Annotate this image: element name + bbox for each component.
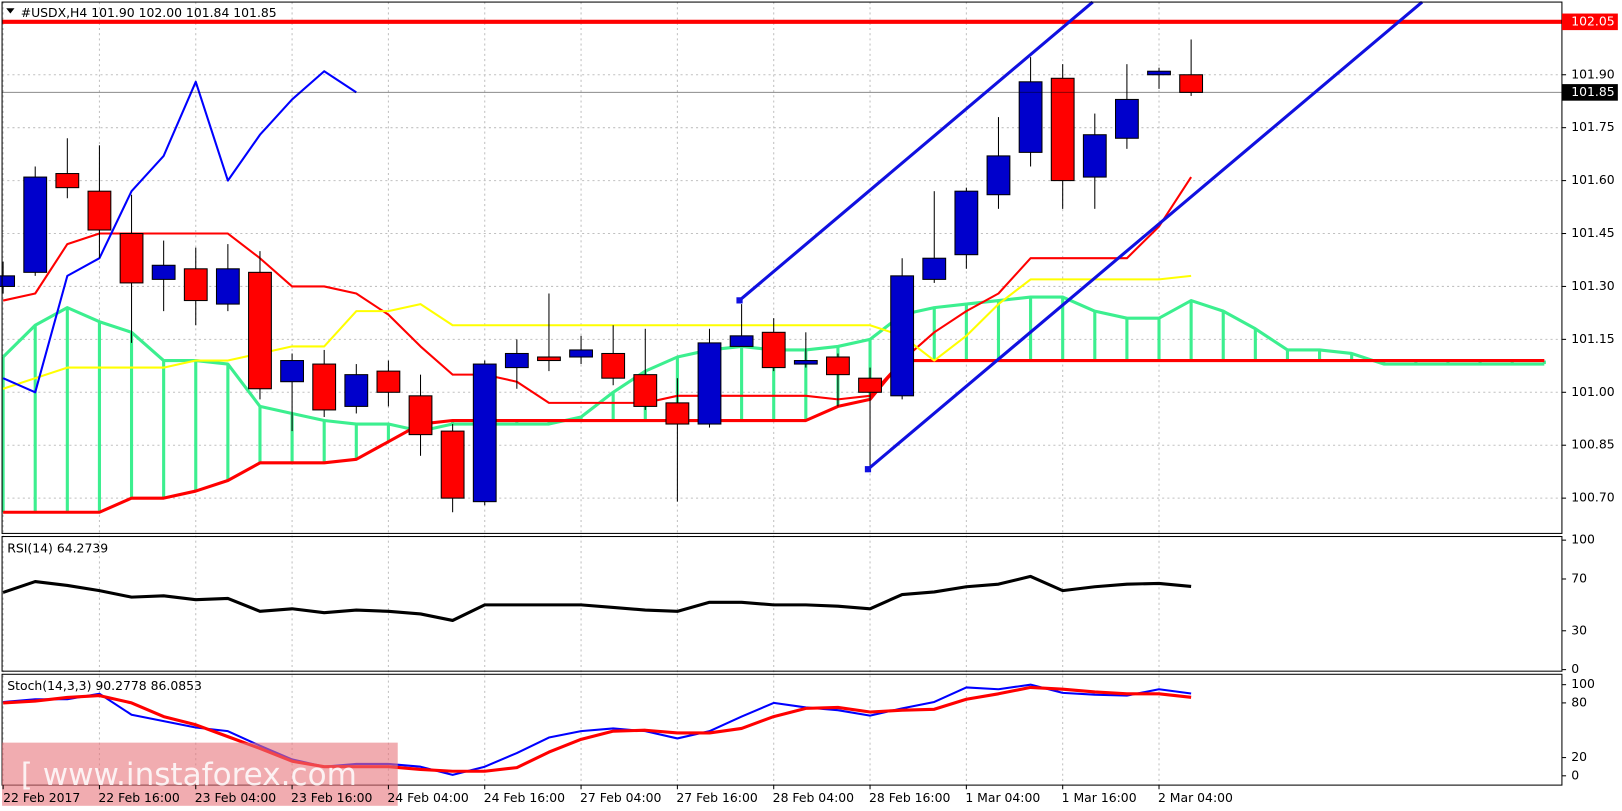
level-label: 101.85 (1571, 84, 1614, 99)
candle-body (729, 335, 754, 347)
candle-body (633, 374, 658, 407)
stoch-title: Stoch(14,3,3) 90.2778 86.0853 (7, 678, 202, 693)
candle-body (922, 257, 947, 280)
candle-body (537, 356, 561, 362)
y-tick-label: 101.30 (1571, 278, 1615, 293)
x-tick-label: 23 Feb 16:00 (291, 790, 372, 805)
main-frame (1, 1, 1563, 534)
candle-body (1018, 81, 1043, 153)
line-series (2, 176, 1192, 404)
menu-arrow[interactable] (6, 8, 15, 14)
y-tick-label: 100 (1571, 532, 1595, 547)
candle-body (697, 342, 722, 425)
y-tick-label: 100.70 (1571, 490, 1615, 505)
level-label-bg (1561, 13, 1618, 31)
candle-body (183, 268, 208, 302)
line-series (2, 274, 1192, 390)
candle-body (151, 264, 176, 280)
candle-body (1147, 70, 1171, 76)
candle-body (280, 360, 304, 383)
candle-body (119, 233, 144, 284)
x-tick-label: 23 Feb 04:00 (195, 790, 276, 805)
candle-body (569, 349, 593, 358)
chart-title: #USDX,H4 101.90 102.00 101.84 101.85 (21, 5, 277, 20)
axis-layer: 101.90 101.75 101.60 101.45 101.30 101.15 101.… (2, 13, 1618, 805)
candle-body (408, 395, 433, 436)
x-tick-label: 28 Feb 16:00 (869, 790, 950, 805)
candle-body (858, 377, 882, 393)
trend-anchor (736, 297, 743, 304)
line-series (3, 685, 1192, 773)
candle-body (1179, 74, 1204, 93)
candle-body (0, 275, 16, 287)
level-label-bg (1561, 84, 1618, 101)
candle-body (986, 155, 1011, 196)
candle-body (826, 356, 850, 376)
line-series (2, 574, 1192, 622)
x-tick-label: 1 Mar 04:00 (965, 790, 1040, 805)
candle-body (55, 173, 80, 189)
x-tick-label: 2 Mar 04:00 (1158, 790, 1233, 805)
candle-body (312, 363, 337, 411)
candle-body (601, 352, 626, 379)
stoch-frame (1, 673, 1563, 786)
watermark-box (2, 742, 398, 806)
x-tick-label: 1 Mar 16:00 (1062, 790, 1137, 805)
candle-body (890, 275, 915, 397)
rsi-title: RSI(14) 64.2739 (7, 540, 108, 555)
y-tick-label: 101.00 (1571, 384, 1615, 399)
candle-body (376, 370, 401, 393)
x-tick-label: 27 Feb 04:00 (580, 790, 661, 805)
y-tick-label: 100.85 (1571, 437, 1614, 452)
x-tick-label: 22 Feb 2017 (3, 790, 80, 805)
candle-body (954, 190, 979, 256)
y-tick-label: 101.45 (1571, 225, 1614, 240)
trend-line (738, 0, 1094, 302)
candle-body (761, 331, 786, 369)
candle-body (215, 268, 240, 305)
candle-body (472, 363, 497, 503)
x-tick-label: 22 Feb 16:00 (98, 790, 179, 805)
x-tick-label: 24 Feb 16:00 (484, 790, 565, 805)
x-tick-label: 28 Feb 04:00 (773, 790, 854, 805)
candle-body (1082, 134, 1107, 178)
y-tick-label: 0 (1571, 661, 1579, 676)
y-tick-label: 80 (1571, 694, 1587, 709)
trend-lines (736, 0, 1424, 473)
x-tick-label: 27 Feb 16:00 (676, 790, 757, 805)
y-tick-label: 101.75 (1571, 119, 1614, 134)
y-tick-label: 101.60 (1571, 172, 1615, 187)
panel-frames (1, 1, 1563, 786)
candle-body (23, 176, 48, 273)
candle-body (248, 271, 272, 390)
candle-body (504, 352, 529, 369)
y-tick-label: 30 (1571, 622, 1587, 637)
x-tick-label: 24 Feb 04:00 (387, 790, 468, 805)
line-series (3, 358, 1545, 514)
y-tick-label: 101.90 (1571, 66, 1615, 81)
candle-body (344, 374, 369, 407)
y-tick-label: 0 (1571, 767, 1579, 782)
y-tick-label: 100 (1571, 676, 1595, 691)
y-tick-label: 101.15 (1571, 331, 1614, 346)
y-tick-label: 70 (1571, 570, 1587, 585)
plot-layer (0, 2, 1562, 786)
level-label: 102.05 (1571, 13, 1614, 28)
trend-line (866, 0, 1424, 471)
candle-body (440, 430, 465, 499)
candle-body (665, 402, 690, 425)
candle-body (1050, 77, 1075, 182)
candle-body (793, 360, 818, 365)
rsi-frame (1, 536, 1563, 672)
y-tick-label: 20 (1571, 749, 1587, 764)
line-series (2, 70, 357, 394)
candle-body (87, 190, 112, 231)
watermark: [ www.instaforex.com (21, 757, 357, 793)
trend-anchor (864, 466, 872, 473)
candle-body (1114, 98, 1139, 139)
